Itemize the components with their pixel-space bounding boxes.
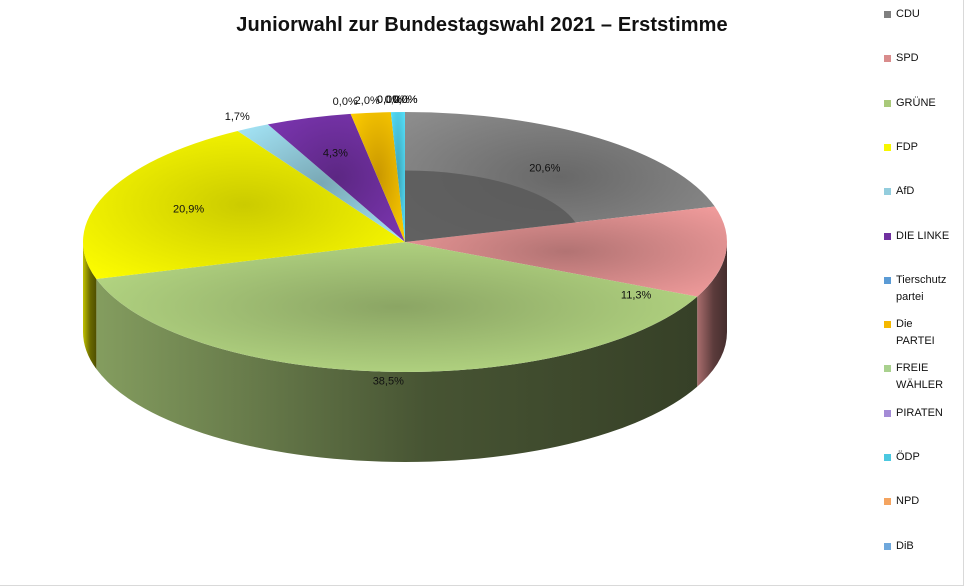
legend-label: Tierschutz partei [896, 273, 947, 303]
legend-label: DiB [896, 539, 914, 552]
legend-swatch [884, 409, 891, 417]
pie-side-spd [697, 242, 727, 387]
data-label-spd: 11,3% [621, 289, 652, 301]
data-label-piraten: 0,0% [377, 94, 402, 106]
data-label-freie-wähler: 0,0% [377, 94, 402, 106]
legend-label: Die PARTEI [896, 318, 935, 348]
data-label-npd: 0,0% [392, 94, 417, 106]
legend-swatch [884, 188, 891, 196]
legend-swatch [884, 542, 891, 550]
data-label-cdu: 20,6% [529, 162, 560, 174]
legend-swatch [884, 11, 891, 18]
pie-slice-afd [237, 124, 405, 242]
pie-slice-cdu-inner-shade [405, 170, 576, 242]
pie-slice-die-partei [350, 112, 405, 242]
pie-top-layer [83, 112, 727, 372]
chart-title: Juniorwahl zur Bundestagswahl 2021 – Ers… [0, 14, 968, 37]
data-label-grüne: 38,5% [373, 375, 404, 387]
data-label-ödp: 0,0% [385, 94, 410, 106]
legend-swatch [884, 365, 891, 373]
pie-side-grüne [96, 279, 698, 462]
legend-label: PIRATEN [896, 406, 943, 419]
legend-swatch [884, 232, 891, 240]
pie-label-layer: 20,6%11,3%38,5%20,9%1,7%4,3%0,0%2,0%0,0%… [173, 94, 652, 387]
chart-title-text: Juniorwahl zur Bundestagswahl 2021 – Ers… [236, 14, 728, 36]
legend-label: FREIE WÄHLER [896, 362, 944, 392]
legend-label: AfD [896, 185, 915, 198]
legend-label: NPD [896, 495, 920, 508]
pie-side-fdp [83, 242, 97, 370]
legend-label: ÖDP [896, 451, 920, 463]
legend-swatch [884, 143, 891, 151]
pie-slice-ödp [390, 112, 405, 242]
legend-swatch [884, 276, 891, 284]
data-label-die-linke: 4,3% [323, 148, 348, 160]
pie-slice-die-linke [267, 113, 405, 242]
data-label-fdp: 20,9% [173, 203, 204, 215]
legend-swatch [884, 321, 891, 329]
legend-swatch [884, 454, 891, 461]
legend-label: SPD [896, 52, 919, 65]
data-label-tierschutz-partei: 0,0% [333, 96, 358, 108]
legend-swatch [884, 498, 891, 506]
legend-label: FDP [896, 140, 918, 153]
data-label-afd: 1,7% [225, 111, 250, 123]
legend-swatch [884, 99, 891, 107]
legend-swatch [884, 55, 891, 63]
pie-slice-fdp [83, 130, 406, 280]
data-label-dib: 0,0% [392, 94, 417, 106]
legend-label: DIE LINKE [896, 229, 950, 242]
pie-slice-grüne [96, 242, 698, 372]
data-label-die-partei: 2,0% [355, 95, 380, 107]
legend-label: GRÜNE [896, 96, 936, 109]
pie-slice-spd [405, 206, 727, 297]
pie-depth-layer [83, 242, 727, 462]
legend-label: CDU [896, 8, 920, 20]
